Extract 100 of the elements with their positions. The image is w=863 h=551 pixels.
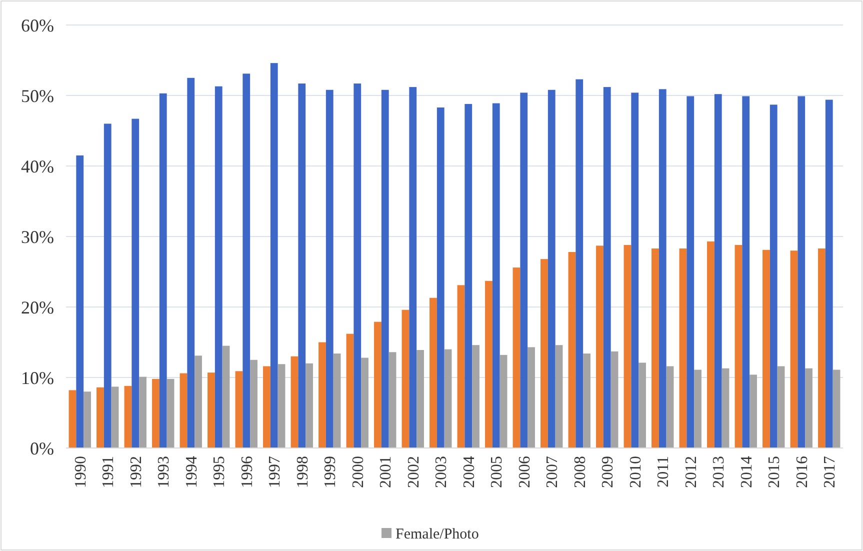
x-tick-label: 1999 [322, 456, 340, 488]
bar [326, 90, 334, 448]
bar [96, 387, 104, 448]
x-tick-label: 2016 [794, 456, 811, 488]
x-tick-label: 1994 [183, 456, 200, 488]
bar [104, 124, 112, 448]
bar [750, 374, 757, 448]
bar [798, 96, 806, 448]
bar [402, 310, 410, 448]
bar [742, 96, 750, 448]
bar [818, 248, 826, 448]
y-tick-label: 0% [30, 438, 54, 458]
bar [124, 386, 132, 448]
x-tick-label: 2003 [433, 456, 450, 488]
bar [152, 378, 160, 448]
legend-label: Female/Photo [396, 526, 479, 542]
bar [346, 334, 354, 448]
bar [528, 347, 535, 448]
bar [576, 79, 584, 448]
x-tick-label: 2015 [766, 456, 784, 488]
bar [805, 368, 812, 448]
x-tick-label: 2007 [544, 456, 562, 488]
y-tick-label: 40% [21, 156, 54, 176]
bar [306, 363, 313, 448]
bar [222, 346, 230, 448]
bar [464, 104, 472, 448]
x-tick-label: 1996 [238, 456, 256, 488]
bar [68, 390, 76, 448]
bar [652, 248, 659, 448]
y-tick-label: 10% [21, 368, 54, 388]
bar [235, 371, 243, 448]
bar [250, 360, 258, 448]
bar [492, 103, 500, 448]
bar [333, 354, 341, 448]
bar [734, 244, 742, 448]
bar [187, 78, 195, 448]
bar [707, 241, 714, 448]
x-tick-label: 2012 [682, 456, 700, 488]
bar [500, 354, 508, 448]
bar [409, 87, 417, 448]
bar [790, 250, 798, 448]
bar [84, 392, 91, 448]
x-tick-label: 2009 [600, 456, 617, 488]
bar [208, 372, 215, 448]
bar [548, 90, 556, 448]
bar [722, 368, 730, 448]
x-tick-label: 2017 [822, 456, 839, 488]
bar [658, 89, 666, 448]
x-tick-label: 2006 [516, 456, 534, 488]
bar [832, 370, 840, 448]
bar [603, 87, 611, 448]
bar [361, 358, 368, 448]
x-tick-label: 1990 [72, 456, 90, 488]
bar [298, 84, 306, 448]
x-tick-label: 1998 [294, 456, 312, 488]
bar [762, 250, 770, 448]
bar [666, 366, 674, 448]
x-tick-label: 2002 [405, 456, 422, 488]
x-tick-label: 2010 [627, 456, 644, 488]
bar [512, 268, 520, 448]
x-tick-label: 2011 [655, 456, 672, 488]
bar [278, 364, 286, 448]
bar [159, 93, 167, 448]
bar [76, 155, 84, 448]
bar [270, 63, 278, 448]
y-tick-label: 60% [21, 15, 54, 36]
bar [583, 354, 590, 448]
bar [132, 118, 140, 448]
bar [770, 104, 778, 448]
bar [444, 349, 452, 448]
bar [194, 356, 202, 448]
bar [568, 252, 576, 448]
y-tick-label: 30% [21, 226, 54, 247]
bar [457, 285, 465, 448]
x-tick-label: 2013 [710, 456, 728, 488]
bar [242, 74, 250, 448]
x-tick-label: 2005 [488, 456, 506, 488]
bar [388, 352, 396, 448]
bar [139, 376, 146, 448]
bar [354, 84, 362, 448]
x-tick-label: 1992 [128, 456, 145, 488]
bar [825, 100, 833, 448]
x-tick-label: 1997 [266, 456, 284, 488]
bar [596, 246, 604, 448]
bar [540, 259, 548, 448]
bar [430, 298, 437, 448]
y-tick-label: 50% [21, 86, 54, 106]
bar [624, 244, 632, 448]
bar [290, 356, 298, 448]
bar [111, 386, 119, 448]
bar [694, 370, 702, 448]
x-tick-label: 2000 [350, 456, 367, 488]
bar [416, 350, 424, 448]
bar [485, 280, 492, 448]
bar [472, 345, 480, 448]
bar [520, 92, 528, 448]
bar [180, 373, 188, 448]
bar [686, 96, 694, 448]
bar [436, 107, 444, 448]
x-tick-label: 1995 [211, 456, 228, 488]
